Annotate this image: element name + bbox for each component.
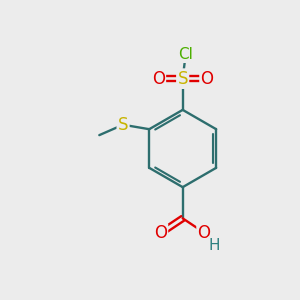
Text: O: O xyxy=(201,70,214,88)
Text: Cl: Cl xyxy=(178,47,193,62)
Text: O: O xyxy=(152,70,165,88)
Text: S: S xyxy=(177,70,188,88)
Text: S: S xyxy=(118,116,128,134)
Text: O: O xyxy=(198,224,211,242)
Text: H: H xyxy=(209,238,220,253)
Text: O: O xyxy=(154,224,167,242)
